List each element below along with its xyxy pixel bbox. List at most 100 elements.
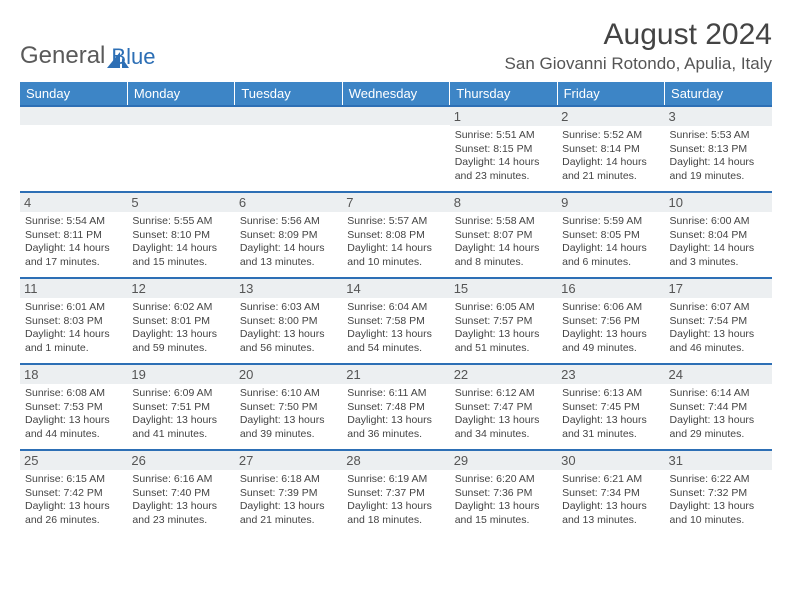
detail-line: Sunrise: 6:05 AM bbox=[455, 301, 552, 315]
detail-line: and 3 minutes. bbox=[670, 256, 767, 270]
calendar-cell: 28Sunrise: 6:19 AMSunset: 7:37 PMDayligh… bbox=[342, 449, 449, 535]
calendar-cell: 14Sunrise: 6:04 AMSunset: 7:58 PMDayligh… bbox=[342, 277, 449, 363]
calendar-cell bbox=[20, 105, 127, 191]
day-details: Sunrise: 6:00 AMSunset: 8:04 PMDaylight:… bbox=[670, 215, 767, 270]
detail-line: and 39 minutes. bbox=[240, 428, 337, 442]
day-details: Sunrise: 6:05 AMSunset: 7:57 PMDaylight:… bbox=[455, 301, 552, 356]
day-details: Sunrise: 6:22 AMSunset: 7:32 PMDaylight:… bbox=[670, 473, 767, 528]
month-title: August 2024 bbox=[505, 18, 772, 52]
detail-line: and 46 minutes. bbox=[670, 342, 767, 356]
calendar-cell: 20 Sunrise: 6:10 AMSunset: 7:50 PMDayligh… bbox=[235, 363, 342, 449]
detail-line: and 29 minutes. bbox=[670, 428, 767, 442]
day-number: 20 bbox=[235, 363, 342, 384]
detail-line: Sunrise: 6:01 AM bbox=[25, 301, 122, 315]
dow-sat: Saturday bbox=[665, 82, 772, 105]
detail-line: and 51 minutes. bbox=[455, 342, 552, 356]
detail-line: and 13 minutes. bbox=[240, 256, 337, 270]
detail-line: Daylight: 13 hours bbox=[562, 414, 659, 428]
day-number: 18 bbox=[20, 363, 127, 384]
detail-line: and 6 minutes. bbox=[562, 256, 659, 270]
detail-line: Daylight: 13 hours bbox=[25, 414, 122, 428]
day-details: Sunrise: 5:53 AMSunset: 8:13 PMDaylight:… bbox=[670, 129, 767, 184]
detail-line: Daylight: 14 hours bbox=[670, 156, 767, 170]
detail-line: Daylight: 13 hours bbox=[562, 500, 659, 514]
detail-line: and 23 minutes. bbox=[132, 514, 229, 528]
detail-line: Sunrise: 6:07 AM bbox=[670, 301, 767, 315]
detail-line: Daylight: 13 hours bbox=[455, 414, 552, 428]
day-details: Sunrise: 6:20 AMSunset: 7:36 PMDaylight:… bbox=[455, 473, 552, 528]
dow-mon: Monday bbox=[127, 82, 234, 105]
detail-line: Sunrise: 6:19 AM bbox=[347, 473, 444, 487]
detail-line: Sunset: 8:13 PM bbox=[670, 143, 767, 157]
location-label: San Giovanni Rotondo, Apulia, Italy bbox=[505, 54, 772, 74]
detail-line: Sunset: 7:45 PM bbox=[562, 401, 659, 415]
detail-line: Sunrise: 6:21 AM bbox=[562, 473, 659, 487]
day-details: Sunrise: 5:55 AMSunset: 8:10 PMDaylight:… bbox=[132, 215, 229, 270]
day-details: Sunrise: 6:14 AMSunset: 7:44 PMDaylight:… bbox=[670, 387, 767, 442]
detail-line: Sunset: 7:48 PM bbox=[347, 401, 444, 415]
day-number: 27 bbox=[235, 449, 342, 470]
day-details: Sunrise: 5:59 AMSunset: 8:05 PMDaylight:… bbox=[562, 215, 659, 270]
detail-line: Sunset: 8:01 PM bbox=[132, 315, 229, 329]
empty-day bbox=[342, 105, 449, 125]
calendar-cell: 15Sunrise: 6:05 AMSunset: 7:57 PMDayligh… bbox=[450, 277, 557, 363]
detail-line: Sunset: 7:57 PM bbox=[455, 315, 552, 329]
day-number: 2 bbox=[557, 105, 664, 126]
day-details: Sunrise: 6:16 AMSunset: 7:40 PMDaylight:… bbox=[132, 473, 229, 528]
detail-line: and 36 minutes. bbox=[347, 428, 444, 442]
calendar-cell: 21Sunrise: 6:11 AMSunset: 7:48 PMDayligh… bbox=[342, 363, 449, 449]
calendar-cell: 17Sunrise: 6:07 AMSunset: 7:54 PMDayligh… bbox=[665, 277, 772, 363]
detail-line: Sunrise: 6:14 AM bbox=[670, 387, 767, 401]
detail-line: Daylight: 14 hours bbox=[455, 242, 552, 256]
detail-line: Sunrise: 5:53 AM bbox=[670, 129, 767, 143]
calendar-row: 1Sunrise: 5:51 AMSunset: 8:15 PMDaylight… bbox=[20, 105, 772, 191]
day-details: Sunrise: 6:09 AMSunset: 7:51 PMDaylight:… bbox=[132, 387, 229, 442]
detail-line: Sunrise: 6:09 AM bbox=[132, 387, 229, 401]
detail-line: Daylight: 13 hours bbox=[347, 414, 444, 428]
detail-line: and 21 minutes. bbox=[562, 170, 659, 184]
brand-part2: Blue bbox=[111, 24, 155, 70]
day-details: Sunrise: 6:10 AMSunset: 7:50 PMDaylight:… bbox=[240, 387, 337, 442]
detail-line: Daylight: 14 hours bbox=[562, 156, 659, 170]
dow-row: Sunday Monday Tuesday Wednesday Thursday… bbox=[20, 82, 772, 105]
detail-line: and 10 minutes. bbox=[670, 514, 767, 528]
calendar-cell: 6Sunrise: 5:56 AMSunset: 8:09 PMDaylight… bbox=[235, 191, 342, 277]
empty-day bbox=[127, 105, 234, 125]
calendar-row: 4Sunrise: 5:54 AMSunset: 8:11 PMDaylight… bbox=[20, 191, 772, 277]
detail-line: Daylight: 13 hours bbox=[455, 500, 552, 514]
day-number: 7 bbox=[342, 191, 449, 212]
detail-line: Daylight: 13 hours bbox=[240, 500, 337, 514]
day-number: 12 bbox=[127, 277, 234, 298]
detail-line: Sunset: 8:07 PM bbox=[455, 229, 552, 243]
calendar-row: 11Sunrise: 6:01 AMSunset: 8:03 PMDayligh… bbox=[20, 277, 772, 363]
detail-line: Daylight: 14 hours bbox=[562, 242, 659, 256]
day-details: Sunrise: 6:21 AMSunset: 7:34 PMDaylight:… bbox=[562, 473, 659, 528]
dow-wed: Wednesday bbox=[342, 82, 449, 105]
day-details: Sunrise: 5:56 AMSunset: 8:09 PMDaylight:… bbox=[240, 215, 337, 270]
day-number: 1 bbox=[450, 105, 557, 126]
detail-line: and 17 minutes. bbox=[25, 256, 122, 270]
detail-line: Sunrise: 6:10 AM bbox=[240, 387, 337, 401]
detail-line: Daylight: 14 hours bbox=[132, 242, 229, 256]
detail-line: and 59 minutes. bbox=[132, 342, 229, 356]
detail-line: and 34 minutes. bbox=[455, 428, 552, 442]
day-number: 26 bbox=[127, 449, 234, 470]
calendar-cell: 4Sunrise: 5:54 AMSunset: 8:11 PMDaylight… bbox=[20, 191, 127, 277]
detail-line: Sunrise: 6:08 AM bbox=[25, 387, 122, 401]
dow-sun: Sunday bbox=[20, 82, 127, 105]
empty-day bbox=[235, 105, 342, 125]
detail-line: Sunset: 7:40 PM bbox=[132, 487, 229, 501]
calendar-cell: 10Sunrise: 6:00 AMSunset: 8:04 PMDayligh… bbox=[665, 191, 772, 277]
calendar-cell: 1Sunrise: 5:51 AMSunset: 8:15 PMDaylight… bbox=[450, 105, 557, 191]
day-details: Sunrise: 6:13 AMSunset: 7:45 PMDaylight:… bbox=[562, 387, 659, 442]
detail-line: and 54 minutes. bbox=[347, 342, 444, 356]
detail-line: and 21 minutes. bbox=[240, 514, 337, 528]
detail-line: and 56 minutes. bbox=[240, 342, 337, 356]
detail-line: and 26 minutes. bbox=[25, 514, 122, 528]
detail-line: Sunset: 8:10 PM bbox=[132, 229, 229, 243]
day-details: Sunrise: 6:12 AMSunset: 7:47 PMDaylight:… bbox=[455, 387, 552, 442]
detail-line: Sunrise: 6:04 AM bbox=[347, 301, 444, 315]
day-details: Sunrise: 6:11 AMSunset: 7:48 PMDaylight:… bbox=[347, 387, 444, 442]
day-number: 9 bbox=[557, 191, 664, 212]
calendar-cell bbox=[127, 105, 234, 191]
